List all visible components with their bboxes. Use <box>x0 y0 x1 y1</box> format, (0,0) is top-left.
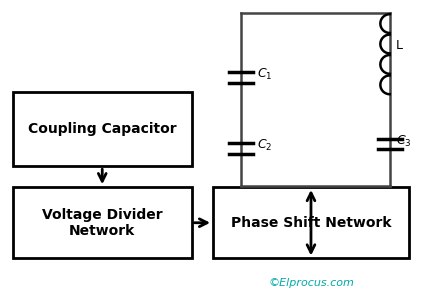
FancyBboxPatch shape <box>13 92 192 166</box>
Text: $C_2$: $C_2$ <box>257 138 272 153</box>
Text: L: L <box>396 39 403 52</box>
Text: Voltage Divider
Network: Voltage Divider Network <box>42 208 163 238</box>
Text: ©Elprocus.com: ©Elprocus.com <box>268 278 354 288</box>
Text: $C_1$: $C_1$ <box>257 67 272 82</box>
Text: Phase Shift Network: Phase Shift Network <box>231 216 391 230</box>
FancyBboxPatch shape <box>213 187 409 258</box>
Text: Coupling Capacitor: Coupling Capacitor <box>28 122 176 136</box>
FancyBboxPatch shape <box>13 187 192 258</box>
Text: $C_3$: $C_3$ <box>396 134 412 148</box>
